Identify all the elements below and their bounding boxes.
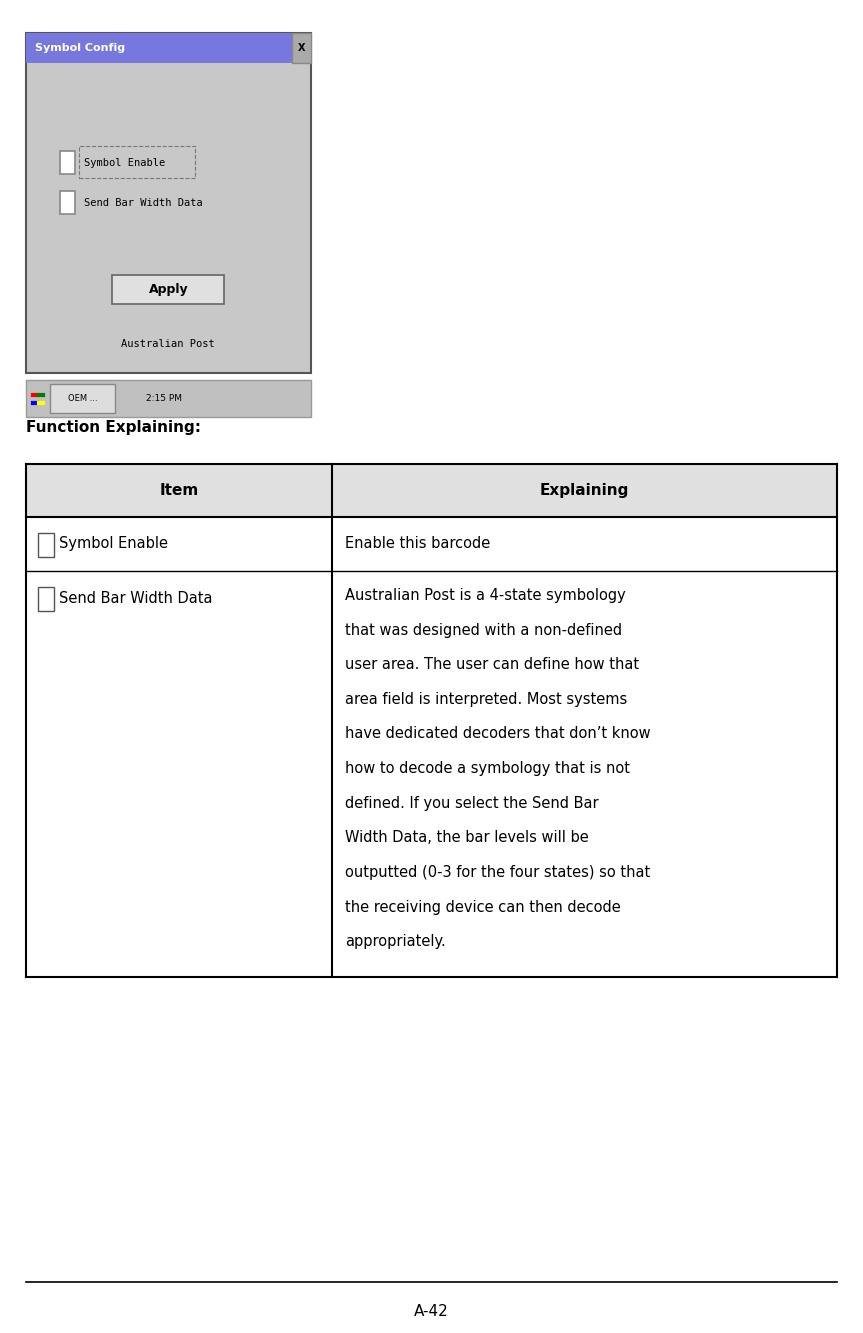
Bar: [79, 147, 195, 177]
Bar: [292, 33, 311, 63]
Text: defined. If you select the Send Bar: defined. If you select the Send Bar: [345, 796, 599, 810]
Text: Send Bar Width Data: Send Bar Width Data: [84, 197, 203, 208]
Text: have dedicated decoders that don’t know: have dedicated decoders that don’t know: [345, 726, 651, 741]
Text: Symbol Enable: Symbol Enable: [84, 157, 165, 168]
Text: Apply: Apply: [148, 283, 188, 296]
Bar: [60, 151, 75, 173]
Bar: [38, 533, 54, 557]
Text: X: X: [298, 43, 305, 53]
Text: A-42: A-42: [414, 1304, 449, 1318]
Bar: [26, 464, 837, 977]
Text: Australian Post is a 4-state symbology: Australian Post is a 4-state symbology: [345, 588, 626, 603]
Bar: [112, 275, 224, 304]
Text: 2:15 PM: 2:15 PM: [146, 395, 182, 403]
Bar: [60, 191, 75, 213]
Text: the receiving device can then decode: the receiving device can then decode: [345, 900, 621, 914]
Text: Enable this barcode: Enable this barcode: [345, 536, 490, 552]
Text: outputted (0-3 for the four states) so that: outputted (0-3 for the four states) so t…: [345, 865, 651, 880]
Text: OEM ...: OEM ...: [67, 395, 98, 403]
Bar: [50, 384, 115, 413]
Bar: [38, 587, 54, 611]
Text: A.3.26 Australian Post: A.3.26 Australian Post: [26, 47, 306, 67]
Text: Explaining: Explaining: [540, 483, 629, 499]
Text: Australian Post: Australian Post: [122, 339, 215, 349]
Text: Item: Item: [160, 483, 198, 499]
Text: appropriately.: appropriately.: [345, 934, 446, 949]
Bar: [26, 464, 837, 517]
Bar: [26, 380, 311, 417]
Text: Symbol Config: Symbol Config: [35, 43, 124, 53]
Text: area field is interpreted. Most systems: area field is interpreted. Most systems: [345, 692, 627, 706]
Text: Function Explaining:: Function Explaining:: [26, 420, 201, 435]
Text: Send Bar Width Data: Send Bar Width Data: [59, 591, 212, 607]
Text: Width Data, the bar levels will be: Width Data, the bar levels will be: [345, 830, 589, 845]
Text: user area. The user can define how that: user area. The user can define how that: [345, 657, 639, 672]
Text: that was designed with a non-defined: that was designed with a non-defined: [345, 623, 622, 637]
Text: Symbol Enable: Symbol Enable: [59, 536, 167, 552]
Text: how to decode a symbology that is not: how to decode a symbology that is not: [345, 761, 630, 776]
Bar: [26, 33, 311, 63]
Bar: [26, 33, 311, 373]
